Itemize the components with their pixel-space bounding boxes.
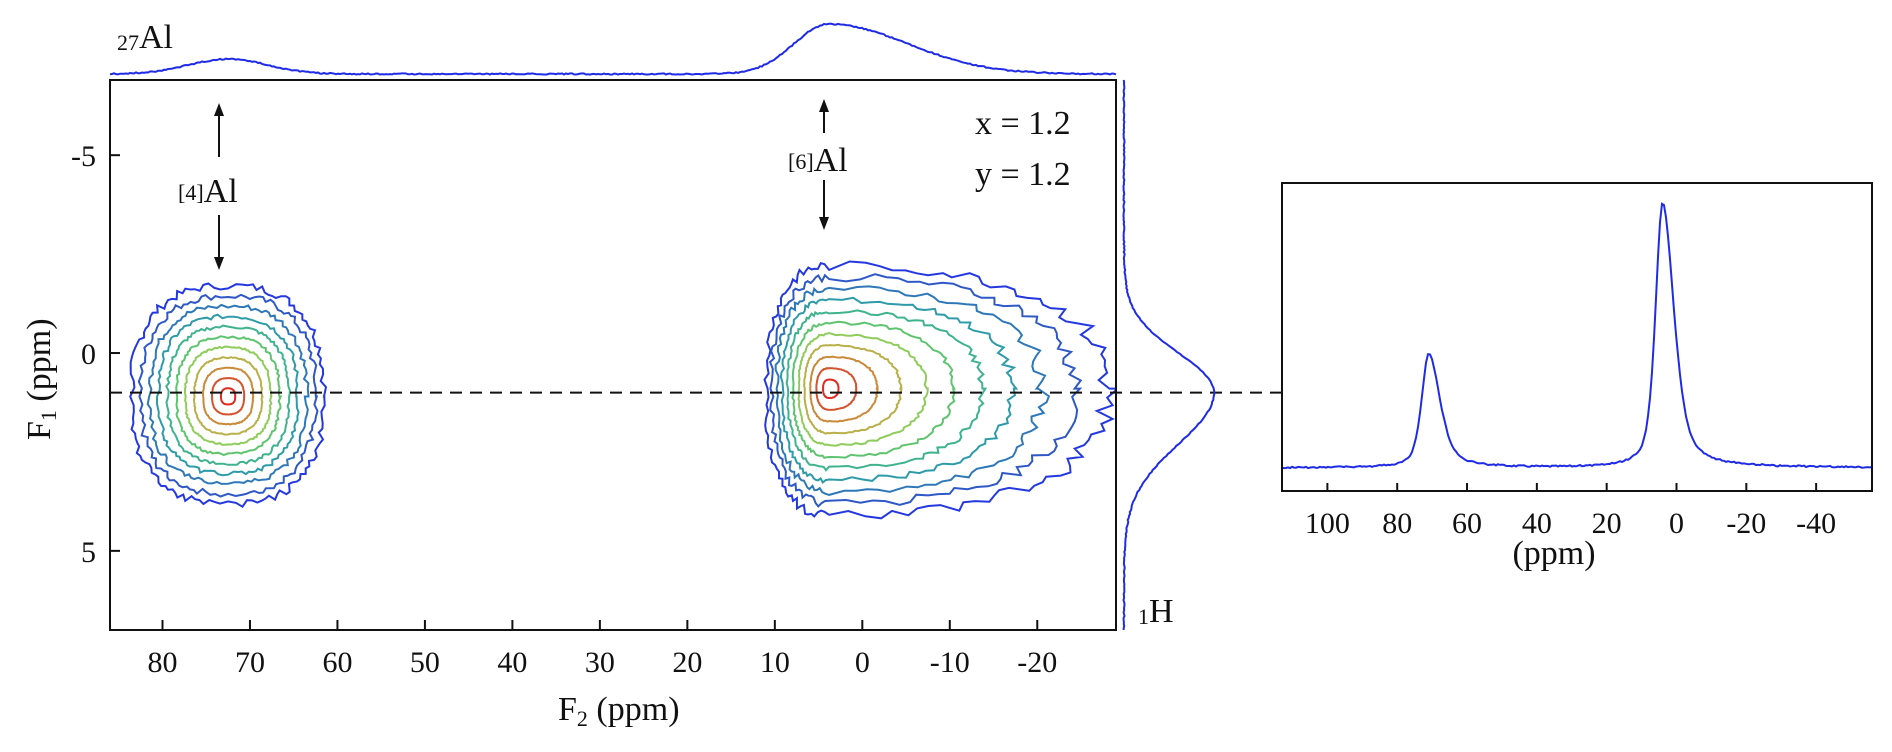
y-axis-title: F1 (ppm) bbox=[21, 318, 61, 440]
contour-line bbox=[210, 376, 246, 416]
contour-line bbox=[165, 324, 291, 466]
contour-line bbox=[146, 303, 310, 485]
x-tick-label: -10 bbox=[930, 646, 970, 679]
contour-line bbox=[192, 356, 264, 436]
top-projection: 27Al bbox=[109, 19, 1117, 76]
contour-line bbox=[779, 296, 1019, 485]
contour-line bbox=[797, 332, 929, 447]
contour-line bbox=[202, 366, 255, 426]
slice-spectrum-panel: 100 80 60 40 20 0 -20 -40 (ppm) bbox=[1281, 182, 1873, 572]
slice-x-tick-label: 100 bbox=[1305, 507, 1350, 540]
site6-up-arrowhead bbox=[819, 99, 829, 112]
x-tick-label: 70 bbox=[235, 646, 265, 679]
contour-line bbox=[219, 387, 237, 406]
contour-line bbox=[821, 378, 840, 399]
slice-x-tick-label: 20 bbox=[1592, 507, 1622, 540]
slice-spectrum-trace bbox=[1282, 202, 1872, 470]
top-nucleus-label: 27Al bbox=[117, 19, 173, 56]
slice-x-tick-label: -20 bbox=[1726, 507, 1766, 540]
x-tick-label: -20 bbox=[1017, 646, 1057, 679]
contour-line bbox=[137, 293, 319, 498]
slice-x-axis-title: (ppm) bbox=[1512, 535, 1595, 572]
slice-x-tick-label: 40 bbox=[1522, 507, 1552, 540]
y-tick-label: 0 bbox=[81, 338, 96, 371]
x-tick-label: 10 bbox=[760, 646, 790, 679]
contour-line bbox=[815, 367, 858, 411]
side-projection-trace bbox=[1122, 79, 1216, 631]
x-tick-label: 40 bbox=[497, 646, 527, 679]
site6-annotation: [6]Al bbox=[788, 99, 848, 230]
slice-plot-frame bbox=[1281, 182, 1873, 492]
param-x-label: x = 1.2 bbox=[975, 105, 1071, 142]
param-y-label: y = 1.2 bbox=[975, 156, 1071, 193]
x-axis-title: F2 (ppm) bbox=[558, 691, 680, 731]
contour-line bbox=[768, 273, 1083, 508]
y-tick-label: 5 bbox=[81, 536, 96, 569]
site6-down-arrowhead bbox=[819, 217, 829, 230]
contour-line bbox=[183, 345, 273, 446]
site4-label: [4]Al bbox=[178, 173, 238, 210]
side-nucleus-label: 1H bbox=[1138, 593, 1174, 630]
contours-4-coordinated-al bbox=[129, 282, 328, 509]
main-x-axis: 80 70 60 50 40 30 20 10 0 -10 -20 bbox=[147, 620, 1057, 679]
site6-label: [6]Al bbox=[788, 142, 848, 179]
slice-x-axis: 100 80 60 40 20 0 -20 -40 bbox=[1305, 483, 1836, 540]
contours-6-coordinated-al bbox=[763, 260, 1116, 520]
site4-annotation: [4]Al bbox=[178, 103, 238, 270]
main-y-axis: -5 0 5 bbox=[71, 140, 120, 569]
x-tick-label: 80 bbox=[147, 646, 177, 679]
contour-line bbox=[785, 309, 988, 472]
slice-x-tick-label: -40 bbox=[1796, 507, 1836, 540]
x-tick-label: 20 bbox=[672, 646, 702, 679]
contour-line bbox=[791, 320, 956, 459]
x-tick-label: 0 bbox=[855, 646, 870, 679]
main-plot-frame bbox=[109, 79, 1117, 631]
y-tick-label: -5 bbox=[71, 140, 96, 173]
contour-line bbox=[175, 335, 283, 457]
contour-line bbox=[803, 343, 903, 435]
x-tick-label: 30 bbox=[585, 646, 615, 679]
slice-x-tick-label: 60 bbox=[1452, 507, 1482, 540]
contour-line bbox=[763, 260, 1116, 520]
site4-down-arrowhead bbox=[214, 257, 224, 270]
site4-up-arrowhead bbox=[214, 103, 224, 116]
x-tick-label: 50 bbox=[410, 646, 440, 679]
slice-x-tick-label: 80 bbox=[1382, 507, 1412, 540]
contour-line bbox=[774, 285, 1051, 496]
top-projection-trace bbox=[109, 22, 1117, 76]
side-projection: 1H bbox=[1122, 79, 1216, 631]
contour-line bbox=[809, 355, 879, 423]
x-tick-label: 60 bbox=[322, 646, 352, 679]
main-contour-panel: 80 70 60 50 40 30 20 10 0 -10 -20 -5 0 5 F2 (ppm) F1… bbox=[21, 79, 1282, 731]
slice-x-tick-label: 0 bbox=[1669, 507, 1684, 540]
